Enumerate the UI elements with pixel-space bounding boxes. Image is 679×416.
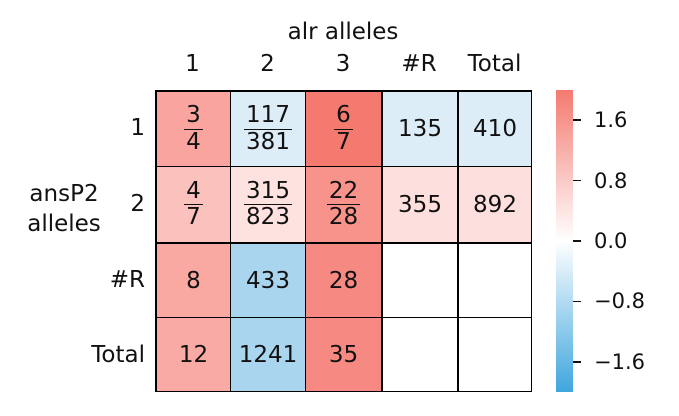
cell-value: 135 [398,116,442,142]
colorbar-tick-label: 1.6 [594,108,628,133]
heatmap-cell [381,242,457,317]
column-label: #R [401,51,437,77]
heatmap-cell: 35 [305,317,381,392]
heatmap-cell: 117 381 [230,90,305,166]
row-label: #R [109,266,145,293]
cell-value: 410 [473,116,517,142]
row-label: 2 [130,191,145,217]
cell-numerator: 315 [244,177,292,205]
cell-value: 8 [186,267,201,294]
cell-value: 355 [398,191,442,218]
colorbar-tick [573,361,581,363]
colorbar-tick [573,119,581,121]
heatmap-cell [457,242,532,317]
colorbar-tick-label: 0.8 [594,168,628,193]
cell-numerator: 4 [184,177,203,205]
cell-numerator: 22 [326,177,361,205]
cell-value: 35 [328,341,359,368]
heatmap-cell: 410 [457,90,532,166]
cell-numerator: 3 [184,102,203,130]
cell-denominator: 7 [336,128,351,155]
row-label: 1 [130,115,145,141]
heatmap-cell: 892 [457,166,532,242]
column-label: 2 [260,51,275,77]
row-axis-label-line-2: alleles [27,211,101,237]
cell-value: 433 [246,267,290,294]
colorbar-tick [573,300,581,303]
colorbar-tick [573,240,581,242]
heatmap-cell [381,317,457,392]
cell-value: 892 [473,191,517,218]
heatmap-cell: 355 [381,166,457,242]
heatmap-cell: 8 [155,242,230,317]
heatmap-cell: 315 823 [230,166,305,242]
heatmap-grid: 3 4 117 381 6 7 135 410 4 7 315 823 22 28 355 892 8 433 28… [155,90,532,392]
colorbar [556,90,573,392]
row-label: Total [91,341,145,368]
heatmap-cell: 28 [305,242,381,317]
cell-value: 28 [328,267,359,294]
cell-value: 12 [178,341,209,368]
column-axis-label: alr alleles [287,19,399,45]
cell-denominator: 4 [186,128,201,155]
heatmap-cell: 433 [230,242,305,317]
cell-value: 1241 [238,341,298,368]
cell-denominator: 28 [328,204,359,230]
heatmap-cell: 1241 [230,317,305,392]
colorbar-tick-label: 0.0 [594,229,628,253]
colorbar-tick [573,179,581,182]
column-label: 3 [335,51,351,77]
cell-denominator: 381 [246,128,290,155]
heatmap-cell: 12 [155,317,230,392]
cell-denominator: 823 [246,204,290,230]
column-label: 1 [185,51,200,77]
cell-numerator: 6 [334,102,353,130]
cell-numerator: 117 [244,102,292,130]
heatmap-cell: 135 [381,90,457,166]
column-label: Total [467,51,522,77]
heatmap-cell [457,317,532,392]
cell-denominator: 7 [186,204,201,230]
cell-fraction: 22 28 [326,177,361,230]
cell-fraction: 117 381 [244,102,292,155]
colorbar-tick-label: −0.8 [594,289,645,314]
colorbar-tick-label: −1.6 [594,349,645,374]
row-axis-label-line-1: ansP2 [29,181,99,207]
heatmap-cell: 22 28 [305,166,381,242]
cell-fraction: 315 823 [244,177,292,230]
